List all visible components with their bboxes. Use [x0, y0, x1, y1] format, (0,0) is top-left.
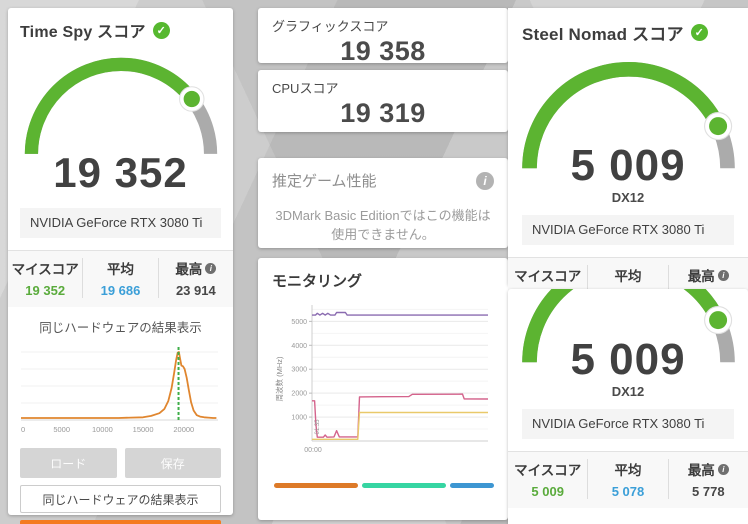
api-label: DX12 — [611, 384, 645, 397]
best-score-value: 23 914 — [175, 283, 216, 298]
avg-score-value: 5 078 — [611, 484, 645, 499]
steel-nomad-title: Steel Nomad スコア — [522, 25, 684, 44]
svg-text:20000: 20000 — [173, 425, 194, 434]
steel-nomad-score: 5 009 DX12 — [508, 144, 748, 206]
svg-text:2000: 2000 — [291, 391, 307, 398]
phase-1 — [274, 483, 359, 488]
my-score-value: 5 009 — [531, 484, 564, 499]
estimated-performance-title: 推定ゲーム性能 — [272, 173, 377, 190]
best-score-label: 最高 i — [669, 265, 748, 285]
rerun-button[interactable]: 再実行 — [20, 520, 221, 524]
graphics-score-value: 19 358 — [340, 36, 426, 66]
steel-nomad-header: Steel Nomad スコア ✓ — [508, 8, 748, 45]
avg-score-cell: 平均 5 078 — [587, 459, 667, 499]
score-comparison-row: マイスコア 19 352 平均 19 686 最高 i 23 914 — [8, 250, 233, 307]
time-spy-title: Time Spy スコア — [20, 24, 146, 41]
svg-text:10000: 10000 — [92, 425, 113, 434]
svg-text:4000: 4000 — [291, 343, 307, 350]
gpu-name-box: NVIDIA GeForce RTX 3080 Ti — [522, 409, 734, 439]
my-score-value: 19 352 — [25, 283, 66, 298]
cpu-score-card: CPUスコア 19 319 — [258, 70, 508, 132]
phase-2 — [362, 483, 447, 488]
gauge-arc — [521, 61, 735, 169]
my-score-label: マイスコア — [514, 463, 582, 478]
my-score-label: マイスコア — [514, 269, 582, 284]
avg-score-label: 平均 — [614, 269, 642, 284]
monitoring-title: モニタリング — [272, 273, 363, 290]
monitoring-frequency-chart: 1000 2000 3000 4000 5000 周波数 (MHz) 00:00 01:35 — [274, 305, 489, 454]
steel-nomad-gauge: 5 009 DX12 — [508, 49, 748, 207]
gauge-arc — [24, 57, 217, 154]
test-phase-bars — [274, 483, 494, 488]
svg-text:0: 0 — [21, 425, 25, 434]
svg-text:周波数 (MHz): 周波数 (MHz) — [274, 356, 284, 401]
avg-score-cell: 平均 19 686 — [82, 258, 157, 298]
my-score-label: マイスコア — [11, 262, 79, 277]
avg-score-label: 平均 — [614, 463, 642, 478]
graphics-score-label: グラフィックスコア — [272, 19, 389, 34]
verified-check-icon: ✓ — [152, 21, 170, 39]
time-spy-card: Time Spy スコア ✓ 19 352 NVIDIA GeForce RTX… — [8, 8, 233, 524]
estimated-performance-message: 3DMark Basic Editionではこの機能は使用できません。 — [275, 208, 491, 242]
api-label: DX12 — [611, 190, 645, 205]
best-score-value: 5 778 — [692, 484, 725, 499]
clipped-gauge-area: 5 009 DX12 — [508, 289, 748, 397]
cpu-score-value: 19 319 — [340, 98, 426, 128]
steel-nomad-card: Steel Nomad スコア ✓ 5 009 DX12 NVIDIA GeFo… — [508, 8, 748, 314]
time-spy-score: 19 352 — [53, 149, 188, 196]
steel-nomad-score-2: 5 009 DX12 — [508, 338, 748, 398]
time-spy-header: Time Spy スコア ✓ — [8, 8, 233, 42]
phase-3 — [450, 483, 494, 488]
svg-text:00:00: 00:00 — [304, 447, 322, 454]
svg-text:15000: 15000 — [133, 425, 154, 434]
estimated-performance-info-icon[interactable]: i — [476, 171, 494, 190]
svg-text:5000: 5000 — [53, 425, 70, 434]
svg-text:3000: 3000 — [291, 367, 307, 374]
score-comparison-row: マイスコア 5 009 平均 5 078 最高 i 5 778 — [508, 451, 748, 508]
my-score-cell: マイスコア 5 009 — [508, 459, 587, 499]
best-score-info-icon[interactable]: i — [717, 463, 729, 475]
svg-text:5000: 5000 — [291, 319, 307, 326]
time-spy-gauge: 19 352 — [8, 46, 233, 198]
steel-nomad-gauge-2: 5 009 DX12 — [508, 289, 748, 397]
save-button[interactable]: 保存 — [124, 448, 221, 478]
graphics-score-card: グラフィックスコア 19 358 — [258, 8, 508, 66]
verified-check-icon: ✓ — [690, 24, 708, 41]
estimated-game-performance-card: 推定ゲーム性能 i 3DMark Basic Editionではこの機能は使用で… — [258, 158, 508, 248]
steel-nomad-result-card-2: 5 009 DX12 NVIDIA GeForce RTX 3080 Ti マイ… — [508, 289, 748, 524]
same-hardware-button[interactable]: 同じハードウェアの結果表示 — [20, 485, 221, 513]
svg-text:01:35: 01:35 — [315, 419, 321, 435]
histogram-title: 同じハードウェアの結果表示 — [39, 321, 202, 335]
load-button[interactable]: ロード — [20, 448, 117, 478]
best-score-cell: 最高 i 5 778 — [667, 459, 748, 499]
best-score-label: 最高 i — [669, 459, 748, 479]
best-score-info-icon[interactable]: i — [717, 269, 729, 281]
my-score-cell: マイスコア 19 352 — [8, 258, 82, 298]
gpu-name-box: NVIDIA GeForce RTX 3080 Ti — [522, 215, 734, 245]
score-distribution-chart: 0 5000 10000 15000 20000 — [21, 347, 218, 434]
gauge-arc — [521, 289, 735, 363]
best-score-label: 最高 i — [159, 258, 233, 278]
avg-score-label: 平均 — [106, 262, 134, 277]
best-score-info-icon[interactable]: i — [205, 262, 217, 274]
cpu-score-label: CPUスコア — [272, 81, 339, 96]
avg-score-value: 19 686 — [100, 283, 141, 298]
action-buttons: ロード 保存 同じハードウェアの結果表示 再実行 — [20, 448, 221, 524]
monitoring-card: モニタリング 1000 2000 3000 4000 5000 周波数 (MHz) 00:0… — [258, 258, 508, 520]
best-score-cell: 最高 i 23 914 — [157, 258, 233, 298]
gpu-name-box: NVIDIA GeForce RTX 3080 Ti — [20, 208, 221, 238]
svg-text:1000: 1000 — [291, 415, 307, 422]
